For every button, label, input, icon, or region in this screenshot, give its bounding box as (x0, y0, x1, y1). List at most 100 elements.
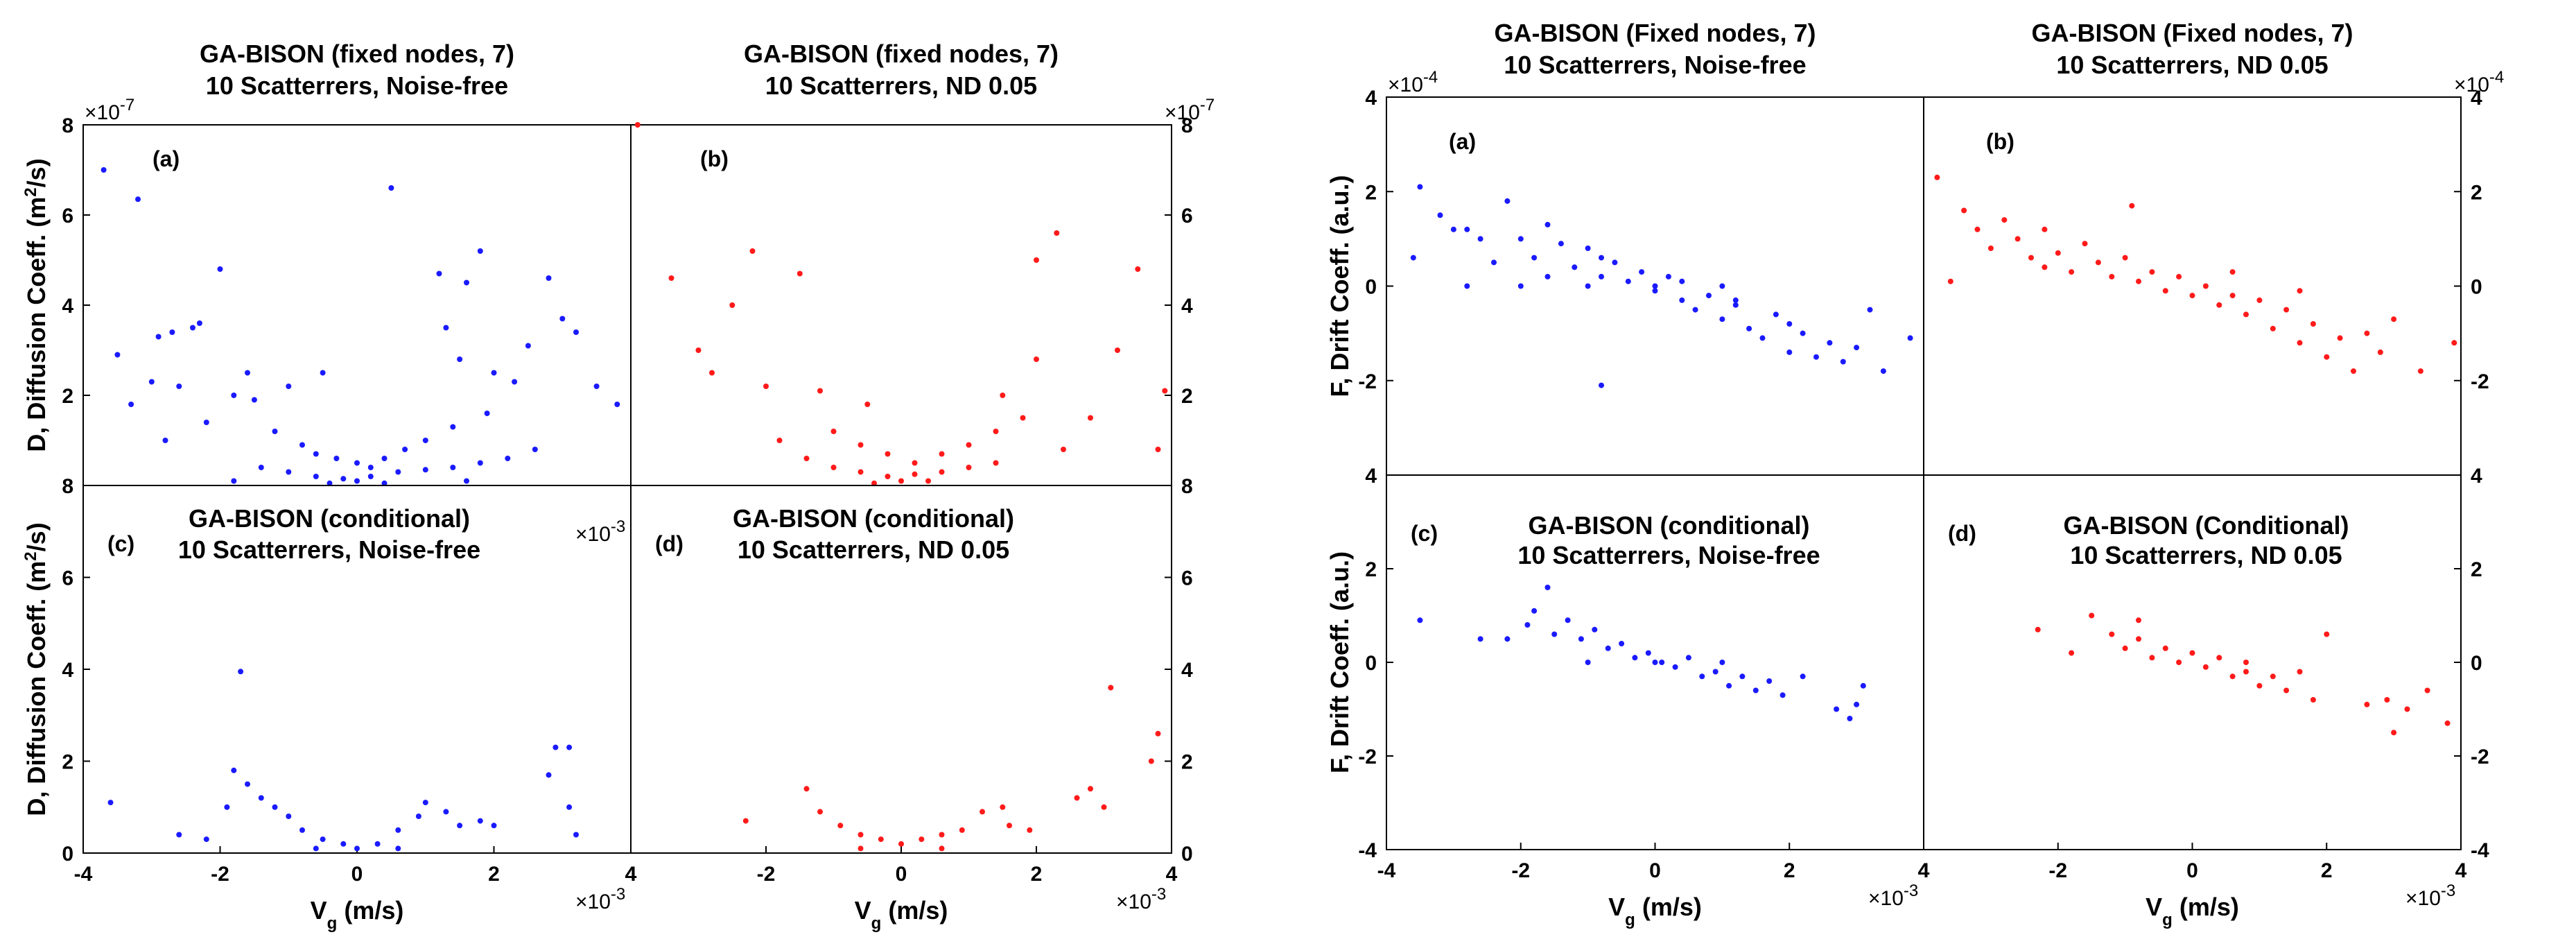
drift_b-point-29 (2324, 354, 2330, 360)
drift_b-point-24 (2256, 297, 2263, 303)
drift_c-point-15 (1672, 664, 1678, 670)
diff_a-point-41 (203, 420, 209, 425)
drift_c-point-1 (1477, 636, 1483, 642)
drift_d-point-11 (2216, 655, 2222, 661)
diff_c-point-26 (573, 832, 579, 838)
drift_d-point-22 (2404, 706, 2410, 712)
diff_d-point-5 (878, 836, 884, 843)
diff_d-point-7 (919, 836, 925, 843)
drift_a-point-21 (1692, 307, 1698, 313)
diff_a-point-20 (477, 248, 483, 254)
diff_d-ytick-label-3: 6 (1181, 567, 1193, 590)
diff_c-point-16 (415, 814, 421, 819)
diff_a-point-33 (333, 456, 340, 461)
diff_c-point-25 (566, 804, 573, 810)
drift_d-point-21 (2384, 697, 2390, 703)
drift_c-xtick-label-3: 2 (1784, 859, 1795, 882)
drift_a-point-27 (1773, 311, 1779, 318)
diff_a-point-31 (299, 442, 305, 448)
diff_b-point-10 (1000, 393, 1006, 398)
drift_a-point-2 (1437, 212, 1443, 218)
diff_b-point-11 (1034, 356, 1039, 362)
drift_a-point-20 (1679, 297, 1685, 303)
diff_d-xtick-label-3: 2 (1031, 863, 1043, 886)
drift_c-point-29 (1585, 660, 1591, 665)
drift_b-point-26 (2283, 307, 2290, 313)
diff_d-point-4 (858, 832, 864, 838)
drift_d-point-8 (2176, 660, 2182, 665)
drift_b-point-3 (1974, 226, 1981, 232)
diff_b-title-line1: GA-BISON (fixed nodes, 7) (744, 40, 1059, 68)
diff_a-point-47 (367, 474, 374, 479)
diff_a-ytick-label-0: 8 (62, 475, 73, 498)
drift_a-point-13 (1585, 246, 1591, 251)
drift_a-point-6 (1491, 259, 1497, 266)
drift_d-point-17 (2297, 669, 2303, 675)
diff_b-point-21 (912, 460, 918, 466)
drift_b-point-30 (2337, 335, 2343, 341)
drift_a-ytick-label-0: -2 (1358, 370, 1377, 393)
drift_c-point-23 (1779, 692, 1786, 698)
diff_b-point-4 (797, 270, 803, 277)
drift_b-point-12 (2095, 259, 2101, 266)
diff_a-point-13 (251, 397, 257, 403)
drift_d-title-line1: GA-BISON (Conditional) (2064, 511, 2349, 540)
drift_c-y-axis-label: F, Drift Coeff. (a.u.) (1325, 551, 1354, 773)
drift_b-point-8 (2042, 226, 2048, 232)
diff_b-ytick-label-3: 6 (1181, 205, 1193, 227)
drift_b-title-line1: GA-BISON (Fixed nodes, 7) (2031, 19, 2353, 47)
drift_b-y-exponent: ×10-4 (2454, 68, 2504, 97)
drift_c-point-5 (1544, 585, 1551, 590)
diff_a-point-23 (512, 379, 518, 385)
drift_d-point-6 (2149, 655, 2155, 661)
diff_d-xtick-label-4: 4 (1166, 863, 1178, 886)
drift_a-point-36 (1907, 335, 1913, 341)
diff_c-panel-label: (c) (107, 531, 134, 556)
drift_a-point-17 (1639, 269, 1645, 275)
diff_b-point-34 (993, 460, 999, 466)
diff_c-xtick-label-1: -2 (211, 863, 229, 886)
diff_d-point-18 (1148, 758, 1154, 764)
diff_d-point-17 (1155, 730, 1161, 737)
drift_a-point-28 (1786, 349, 1793, 355)
diff_b-point-1 (668, 275, 675, 281)
diff_a-point-2 (114, 352, 121, 358)
drift_c-point-28 (1854, 701, 1860, 707)
diff_d-point-9 (959, 827, 965, 833)
drift_b-point-1 (1947, 278, 1953, 284)
drift_a-point-40 (1599, 255, 1604, 261)
diff_a-point-52 (505, 456, 511, 461)
diff_a-point-50 (450, 465, 456, 470)
diff_c-point-12 (340, 841, 347, 847)
diff_d-point-1 (803, 786, 810, 792)
drift_d-point-19 (2324, 631, 2330, 637)
drift_b-point-28 (2310, 321, 2316, 327)
drift_c-xtick-label-2: 0 (1649, 859, 1661, 882)
diff_d-point-0 (742, 818, 749, 824)
drift_c-title-line1: GA-BISON (conditional) (1529, 511, 1810, 540)
diff_c-point-20 (477, 818, 483, 824)
drift_b-point-5 (2001, 217, 2008, 223)
drift_b-point-39 (2229, 269, 2236, 275)
diff_b-point-6 (709, 370, 715, 376)
diff_b-point-22 (939, 451, 945, 457)
diff_a-point-56 (381, 480, 388, 486)
diff_c-point-21 (491, 823, 497, 829)
diff_b-point-2 (749, 248, 756, 254)
drift_c-point-20 (1739, 673, 1746, 680)
diff_c-point-6 (245, 781, 250, 787)
diff_a-point-22 (491, 370, 497, 376)
diff_a-point-18 (443, 325, 449, 331)
diff_d-point-2 (817, 809, 823, 815)
diff_a-x-exponent: ×10-3 (575, 517, 625, 547)
drift_c-ytick-label-0: -4 (1358, 839, 1377, 862)
diff_b-point-16 (1162, 388, 1168, 394)
diff_a-point-24 (525, 343, 531, 349)
drift_d-point-13 (2243, 669, 2249, 675)
diff_a-point-57 (231, 478, 237, 484)
drift_a-point-34 (1867, 307, 1873, 313)
drift_a-point-29 (1800, 330, 1806, 336)
drift_c-point-2 (1504, 636, 1511, 642)
diff_b-ytick-label-0: 8 (1181, 475, 1193, 498)
diff_b-y-exponent: ×10-7 (1165, 96, 1215, 125)
